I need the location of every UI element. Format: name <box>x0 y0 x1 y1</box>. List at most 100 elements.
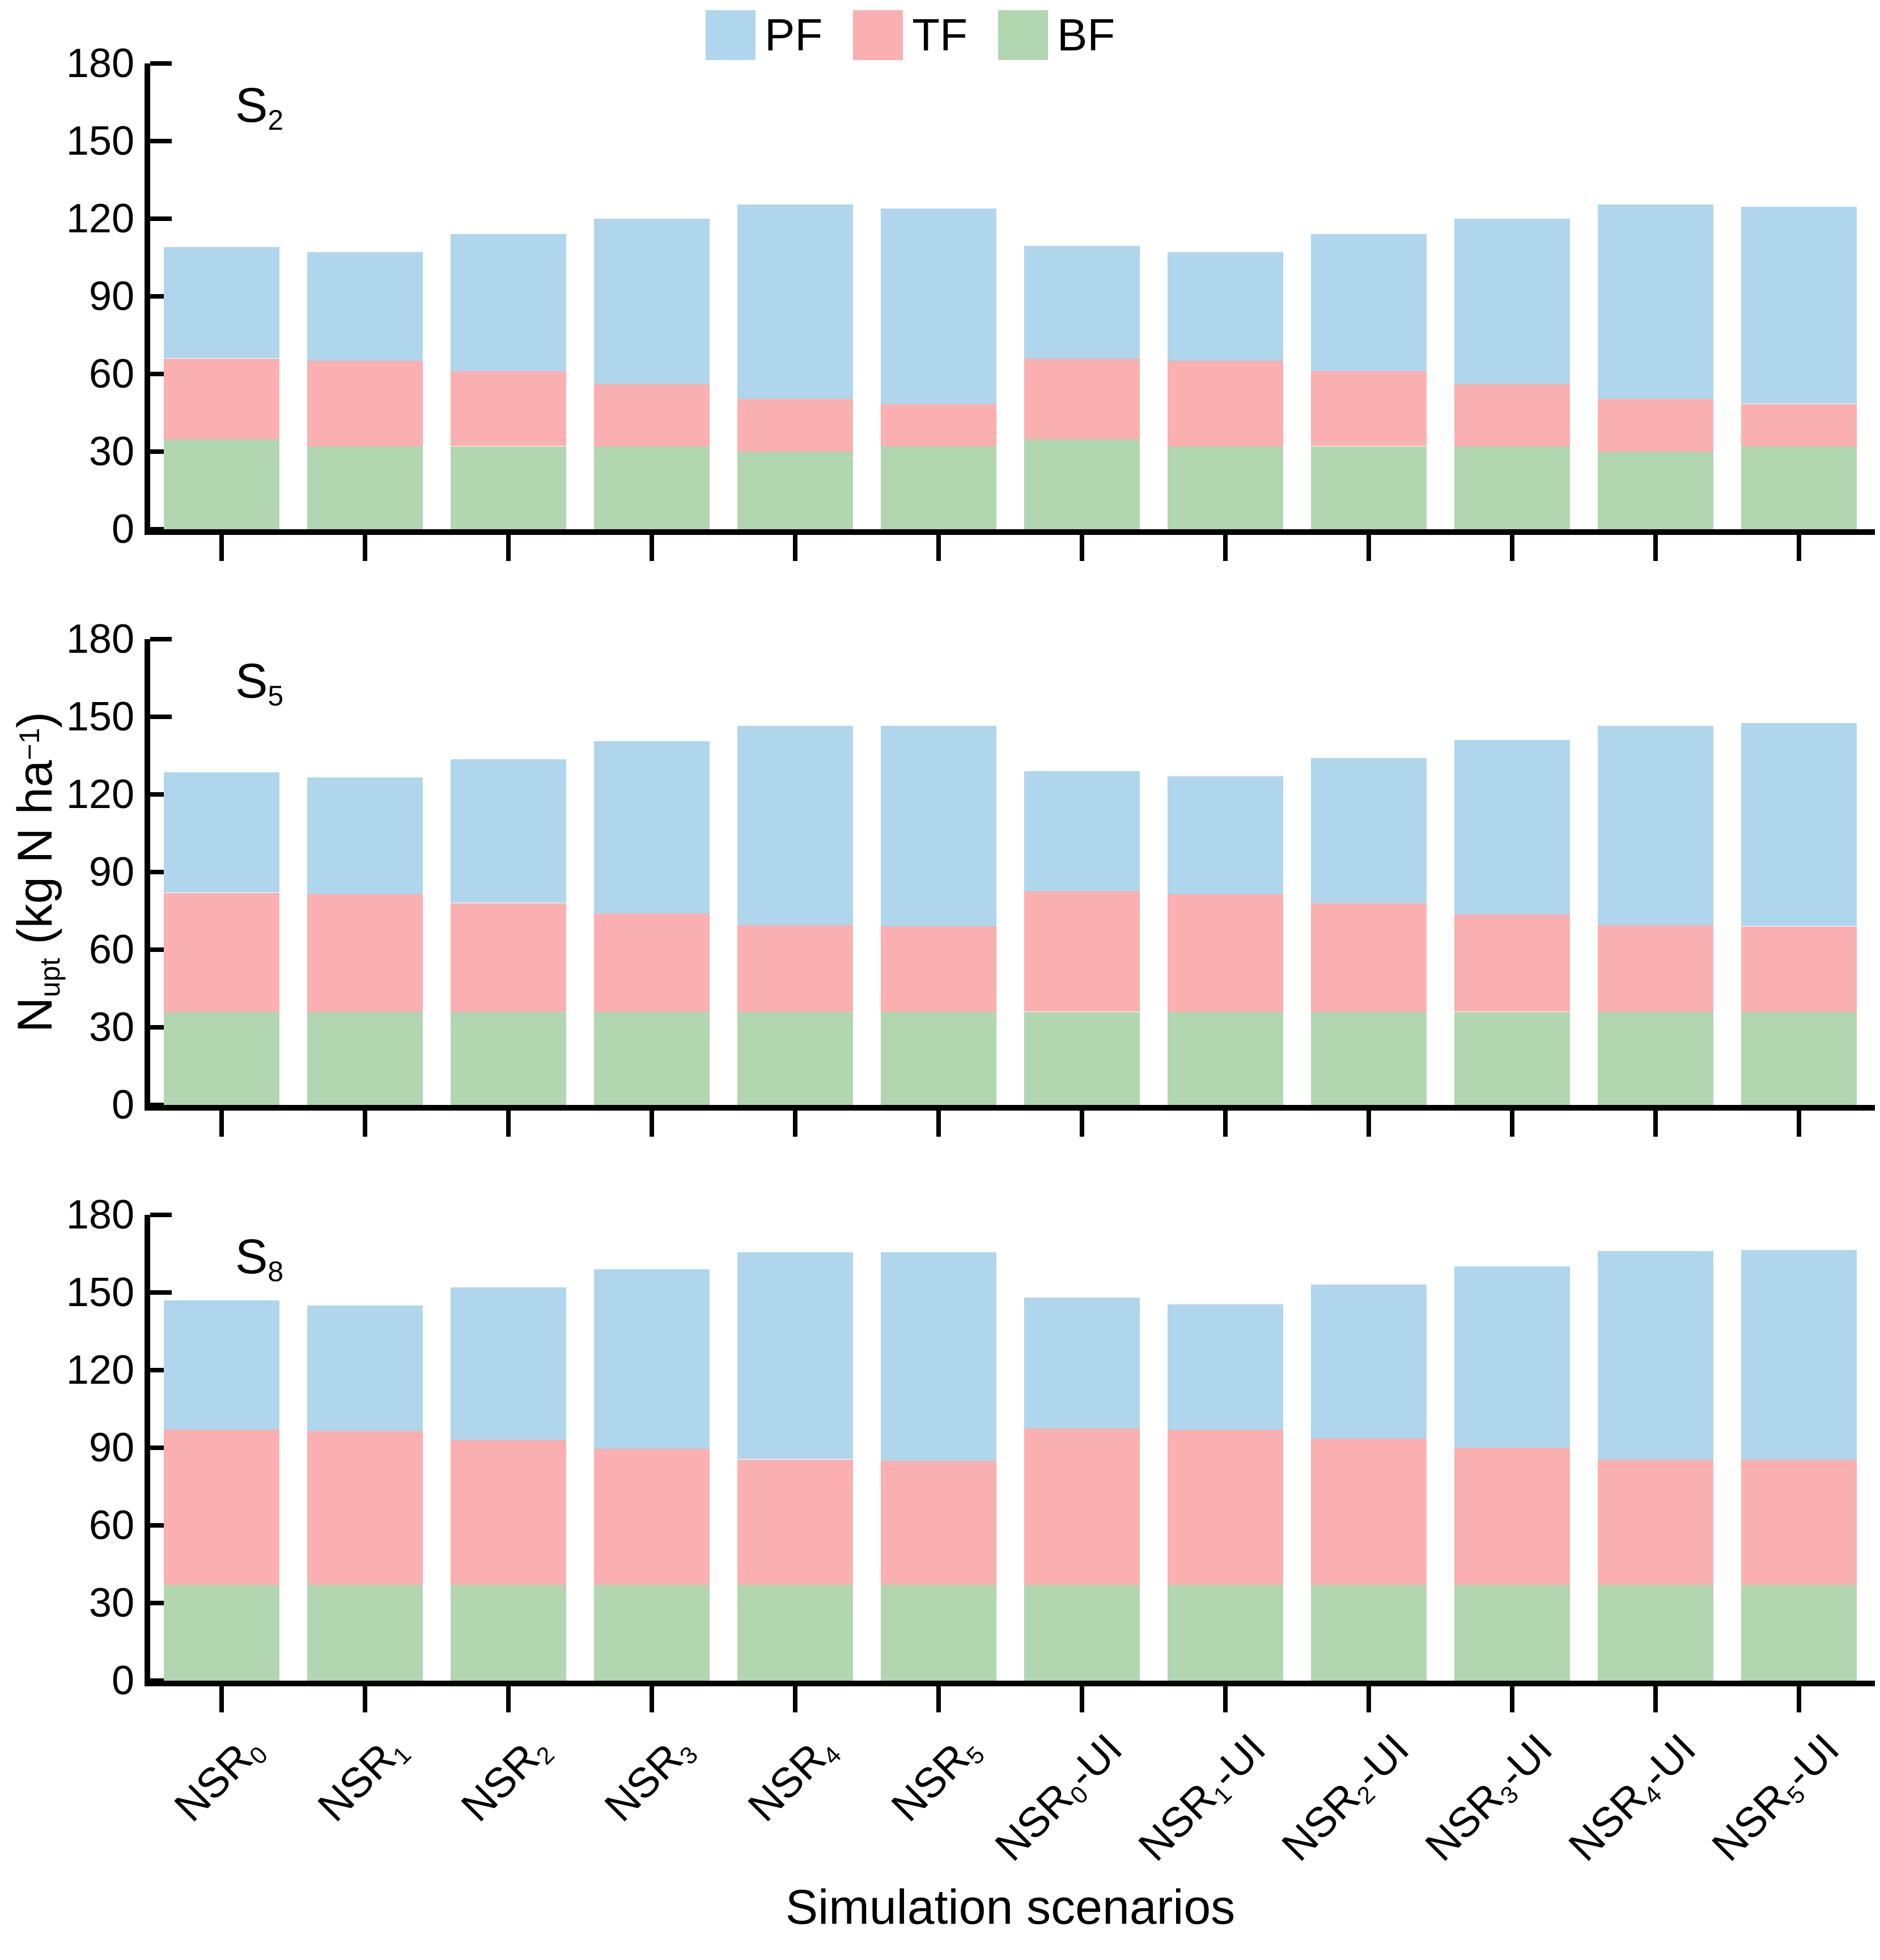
bar-segment-pf-S2-NSR3 <box>594 219 710 384</box>
x-tick-S8-NSR2-UI <box>1366 1686 1371 1712</box>
y-tick-label-S8-0: 0 <box>111 1658 134 1703</box>
x-tick-label-NSR5: NSR5 <box>882 1734 990 1830</box>
x-axis-S8 <box>145 1681 1875 1686</box>
bar-segment-pf-S8-NSR4-UI <box>1598 1251 1713 1460</box>
bar-segment-tf-S5-NSR5-UI <box>1741 926 1857 1012</box>
x-tick-label-NSR2: NSR2 <box>452 1734 561 1830</box>
bar-segment-pf-S8-NSR0-UI <box>1024 1298 1140 1428</box>
x-axis-S2 <box>145 529 1875 535</box>
bar-segment-bf-S2-NSR2-UI <box>1311 447 1427 529</box>
bar-segment-pf-S8-NSR4 <box>737 1252 853 1459</box>
bar-segment-pf-S8-NSR5 <box>881 1252 996 1461</box>
bar-segment-bf-S8-NSR2-UI <box>1311 1585 1427 1681</box>
bar-segment-bf-S5-NSR1 <box>307 1012 423 1105</box>
bar-segment-pf-S2-NSR0-UI <box>1024 246 1140 359</box>
bar-segment-tf-S5-NSR2 <box>451 903 566 1012</box>
y-tick-label-S5-90: 90 <box>88 849 134 895</box>
x-tick-S2-NSR2-UI <box>1366 535 1371 561</box>
bar-segment-tf-S2-NSR4 <box>737 398 853 452</box>
x-tick-S2-NSR4 <box>793 535 797 561</box>
y-tick-S8-90 <box>150 1445 172 1450</box>
y-tick-label-S2-0: 0 <box>111 507 134 552</box>
bar-segment-bf-S2-NSR1-UI <box>1168 447 1283 529</box>
legend-swatch-bf <box>998 10 1048 60</box>
y-tick-S8-30 <box>150 1601 172 1605</box>
x-tick-label-NSR5-UI: NSR5-UI <box>1703 1724 1848 1870</box>
bar-segment-tf-S8-NSR4-UI <box>1598 1460 1713 1585</box>
x-tick-S8-NSR3 <box>650 1686 654 1712</box>
legend-label-tf: TF <box>912 10 967 60</box>
bar-segment-pf-S5-NSR4 <box>737 726 853 925</box>
y-tick-S2-60 <box>150 372 172 376</box>
y-tick-S8-120 <box>150 1368 172 1372</box>
x-tick-S2-NSR0-UI <box>1080 535 1084 561</box>
y-tick-S8-180 <box>150 1213 172 1217</box>
y-tick-label-S2-120: 120 <box>66 196 134 241</box>
bar-segment-bf-S8-NSR3-UI <box>1454 1585 1570 1681</box>
bar-segment-tf-S2-NSR0 <box>164 359 279 439</box>
y-tick-S5-90 <box>150 870 172 874</box>
x-tick-label-NSR0: NSR0 <box>165 1734 274 1830</box>
bar-segment-bf-S5-NSR0-UI <box>1024 1012 1140 1105</box>
bar-segment-pf-S5-NSR4-UI <box>1598 726 1713 925</box>
y-tick-label-S8-120: 120 <box>66 1347 134 1393</box>
bar-segment-bf-S2-NSR0 <box>164 439 279 529</box>
bar-segment-pf-S8-NSR0 <box>164 1300 279 1430</box>
x-tick-S2-NSR3 <box>650 535 654 561</box>
x-tick-S5-NSR5-UI <box>1797 1111 1801 1137</box>
x-tick-S5-NSR1-UI <box>1223 1111 1228 1137</box>
y-tick-label-S2-150: 150 <box>66 118 134 164</box>
bar-segment-pf-S2-NSR4 <box>737 205 853 399</box>
x-tick-S8-NSR4-UI <box>1653 1686 1658 1712</box>
bar-segment-tf-S2-NSR5 <box>881 404 996 447</box>
bar-segment-bf-S5-NSR2 <box>451 1012 566 1105</box>
bar-segment-pf-S5-NSR5-UI <box>1741 723 1857 926</box>
y-tick-S2-30 <box>150 449 172 454</box>
bar-segment-bf-S8-NSR1 <box>307 1585 423 1681</box>
x-tick-S8-NSR0-UI <box>1080 1686 1084 1712</box>
x-axis-title: Simulation scenarios <box>785 1880 1236 1935</box>
x-axis-S5 <box>145 1105 1875 1111</box>
x-tick-S2-NSR1 <box>363 535 367 561</box>
bar-segment-pf-S5-NSR5 <box>881 726 996 926</box>
bar-segment-bf-S5-NSR3 <box>594 1012 710 1105</box>
bar-segment-pf-S2-NSR3-UI <box>1454 219 1570 384</box>
x-tick-S5-NSR2-UI <box>1366 1111 1371 1137</box>
bar-segment-tf-S8-NSR4 <box>737 1460 853 1585</box>
bar-segment-bf-S8-NSR4 <box>737 1585 853 1681</box>
y-tick-S5-30 <box>150 1025 172 1030</box>
x-tick-S8-NSR5 <box>936 1686 941 1712</box>
bar-segment-pf-S8-NSR3 <box>594 1269 710 1449</box>
y-tick-S8-60 <box>150 1523 172 1528</box>
bar-segment-tf-S2-NSR0-UI <box>1024 359 1140 439</box>
x-tick-label-NSR1-UI: NSR1-UI <box>1129 1724 1275 1870</box>
y-tick-S5-60 <box>150 947 172 952</box>
x-tick-label-NSR4: NSR4 <box>739 1734 847 1830</box>
y-tick-label-S8-150: 150 <box>66 1270 134 1315</box>
y-tick-label-S5-0: 0 <box>111 1082 134 1128</box>
bar-segment-tf-S5-NSR3 <box>594 913 710 1012</box>
bar-segment-tf-S8-NSR3-UI <box>1454 1448 1570 1585</box>
bar-segment-tf-S5-NSR1-UI <box>1168 894 1283 1012</box>
bar-segment-tf-S5-NSR0-UI <box>1024 891 1140 1011</box>
y-tick-label-S5-120: 120 <box>66 772 134 817</box>
bar-segment-tf-S8-NSR2 <box>451 1440 566 1585</box>
x-tick-S8-NSR5-UI <box>1797 1686 1801 1712</box>
x-tick-S5-NSR1 <box>363 1111 367 1137</box>
x-tick-S5-NSR2 <box>506 1111 511 1137</box>
bar-segment-bf-S8-NSR2 <box>451 1585 566 1681</box>
x-tick-label-NSR0-UI: NSR0-UI <box>986 1724 1131 1870</box>
bar-segment-tf-S2-NSR5-UI <box>1741 404 1857 447</box>
x-tick-S2-NSR2 <box>506 535 511 561</box>
bar-segment-bf-S2-NSR5 <box>881 447 996 529</box>
x-tick-S5-NSR0 <box>219 1111 224 1137</box>
bar-segment-pf-S2-NSR1 <box>307 252 423 361</box>
panel-label-S8: S8 <box>235 1230 284 1287</box>
x-tick-S8-NSR1-UI <box>1223 1686 1228 1712</box>
y-tick-S5-150 <box>150 715 172 719</box>
x-tick-S5-NSR5 <box>936 1111 941 1137</box>
x-tick-S8-NSR2 <box>506 1686 511 1712</box>
bar-segment-pf-S5-NSR1-UI <box>1168 776 1283 894</box>
bar-segment-pf-S5-NSR0 <box>164 772 279 892</box>
